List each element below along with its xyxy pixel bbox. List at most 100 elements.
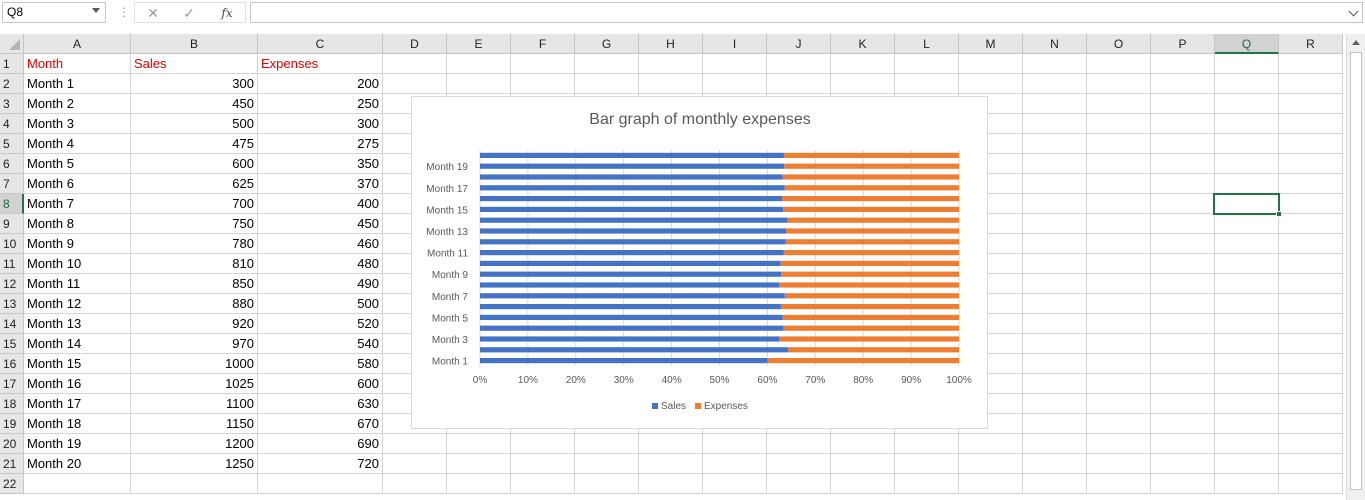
cell-m8[interactable]: [959, 194, 1023, 214]
cell-g1[interactable]: [575, 54, 639, 74]
scrollbar-thumb[interactable]: [1350, 52, 1362, 490]
cell-a2[interactable]: Month 1: [24, 74, 131, 94]
cell-o14[interactable]: [1087, 314, 1151, 334]
cell-q1[interactable]: [1215, 54, 1279, 74]
row-header-19[interactable]: 19: [0, 414, 24, 434]
cell-q9[interactable]: [1215, 214, 1279, 234]
column-header-n[interactable]: N: [1023, 34, 1087, 54]
cell-b17[interactable]: 1025: [131, 374, 258, 394]
cell-r14[interactable]: [1279, 314, 1343, 334]
cell-c3[interactable]: 250: [258, 94, 383, 114]
cell-b4[interactable]: 500: [131, 114, 258, 134]
cell-n7[interactable]: [1023, 174, 1087, 194]
cell-p13[interactable]: [1151, 294, 1215, 314]
cell-p21[interactable]: [1151, 454, 1215, 474]
cell-r13[interactable]: [1279, 294, 1343, 314]
column-header-k[interactable]: K: [831, 34, 895, 54]
select-all-button[interactable]: [0, 34, 24, 54]
cell-b5[interactable]: 475: [131, 134, 258, 154]
cell-q18[interactable]: [1215, 394, 1279, 414]
column-header-i[interactable]: I: [703, 34, 767, 54]
cell-p5[interactable]: [1151, 134, 1215, 154]
cell-o5[interactable]: [1087, 134, 1151, 154]
cell-m22[interactable]: [959, 474, 1023, 494]
cell-r11[interactable]: [1279, 254, 1343, 274]
cell-a22[interactable]: [24, 474, 131, 494]
cell-e22[interactable]: [447, 474, 511, 494]
row-header-8[interactable]: 8: [0, 194, 24, 214]
cell-f22[interactable]: [511, 474, 575, 494]
bar-chart[interactable]: Bar graph of monthly expenses 0% 10% 20% 30%…: [411, 96, 988, 429]
cell-q16[interactable]: [1215, 354, 1279, 374]
row-header-17[interactable]: 17: [0, 374, 24, 394]
cell-q13[interactable]: [1215, 294, 1279, 314]
cell-o9[interactable]: [1087, 214, 1151, 234]
cell-p20[interactable]: [1151, 434, 1215, 454]
cell-p2[interactable]: [1151, 74, 1215, 94]
cell-b19[interactable]: 1150: [131, 414, 258, 434]
cell-n15[interactable]: [1023, 334, 1087, 354]
column-header-j[interactable]: J: [767, 34, 831, 54]
row-header-2[interactable]: 2: [0, 74, 24, 94]
row-header-18[interactable]: 18: [0, 394, 24, 414]
cell-m4[interactable]: [959, 114, 1023, 134]
cell-m14[interactable]: [959, 314, 1023, 334]
cell-n14[interactable]: [1023, 314, 1087, 334]
cell-b3[interactable]: 450: [131, 94, 258, 114]
cell-c16[interactable]: 580: [258, 354, 383, 374]
cell-a14[interactable]: Month 13: [24, 314, 131, 334]
cell-m17[interactable]: [959, 374, 1023, 394]
cell-i2[interactable]: [703, 74, 767, 94]
cell-p3[interactable]: [1151, 94, 1215, 114]
cell-o2[interactable]: [1087, 74, 1151, 94]
cell-o8[interactable]: [1087, 194, 1151, 214]
cell-r4[interactable]: [1279, 114, 1343, 134]
cell-i22[interactable]: [703, 474, 767, 494]
row-header-15[interactable]: 15: [0, 334, 24, 354]
cell-o15[interactable]: [1087, 334, 1151, 354]
cell-m2[interactable]: [959, 74, 1023, 94]
cell-e20[interactable]: [447, 434, 511, 454]
cell-r8[interactable]: [1279, 194, 1343, 214]
cell-o4[interactable]: [1087, 114, 1151, 134]
cell-a4[interactable]: Month 3: [24, 114, 131, 134]
cell-n8[interactable]: [1023, 194, 1087, 214]
cell-i21[interactable]: [703, 454, 767, 474]
cell-o17[interactable]: [1087, 374, 1151, 394]
column-header-a[interactable]: A: [24, 34, 131, 54]
cell-r17[interactable]: [1279, 374, 1343, 394]
row-header-9[interactable]: 9: [0, 214, 24, 234]
row-header-6[interactable]: 6: [0, 154, 24, 174]
cell-b11[interactable]: 810: [131, 254, 258, 274]
row-header-16[interactable]: 16: [0, 354, 24, 374]
cell-j2[interactable]: [767, 74, 831, 94]
cell-l2[interactable]: [895, 74, 959, 94]
column-header-q[interactable]: Q: [1215, 34, 1279, 54]
cell-o10[interactable]: [1087, 234, 1151, 254]
cell-q5[interactable]: [1215, 134, 1279, 154]
cell-c17[interactable]: 600: [258, 374, 383, 394]
cell-q2[interactable]: [1215, 74, 1279, 94]
row-header-7[interactable]: 7: [0, 174, 24, 194]
cell-b12[interactable]: 850: [131, 274, 258, 294]
cell-l1[interactable]: [895, 54, 959, 74]
cell-q6[interactable]: [1215, 154, 1279, 174]
cell-m10[interactable]: [959, 234, 1023, 254]
cell-c10[interactable]: 460: [258, 234, 383, 254]
cell-q7[interactable]: [1215, 174, 1279, 194]
cell-b10[interactable]: 780: [131, 234, 258, 254]
cell-f2[interactable]: [511, 74, 575, 94]
cell-m18[interactable]: [959, 394, 1023, 414]
cell-n21[interactable]: [1023, 454, 1087, 474]
cell-h2[interactable]: [639, 74, 703, 94]
cell-b16[interactable]: 1000: [131, 354, 258, 374]
cell-n18[interactable]: [1023, 394, 1087, 414]
cell-m12[interactable]: [959, 274, 1023, 294]
cell-l20[interactable]: [895, 434, 959, 454]
cell-c4[interactable]: 300: [258, 114, 383, 134]
cell-e21[interactable]: [447, 454, 511, 474]
row-header-12[interactable]: 12: [0, 274, 24, 294]
cell-r20[interactable]: [1279, 434, 1343, 454]
cell-h1[interactable]: [639, 54, 703, 74]
cell-a21[interactable]: Month 20: [24, 454, 131, 474]
